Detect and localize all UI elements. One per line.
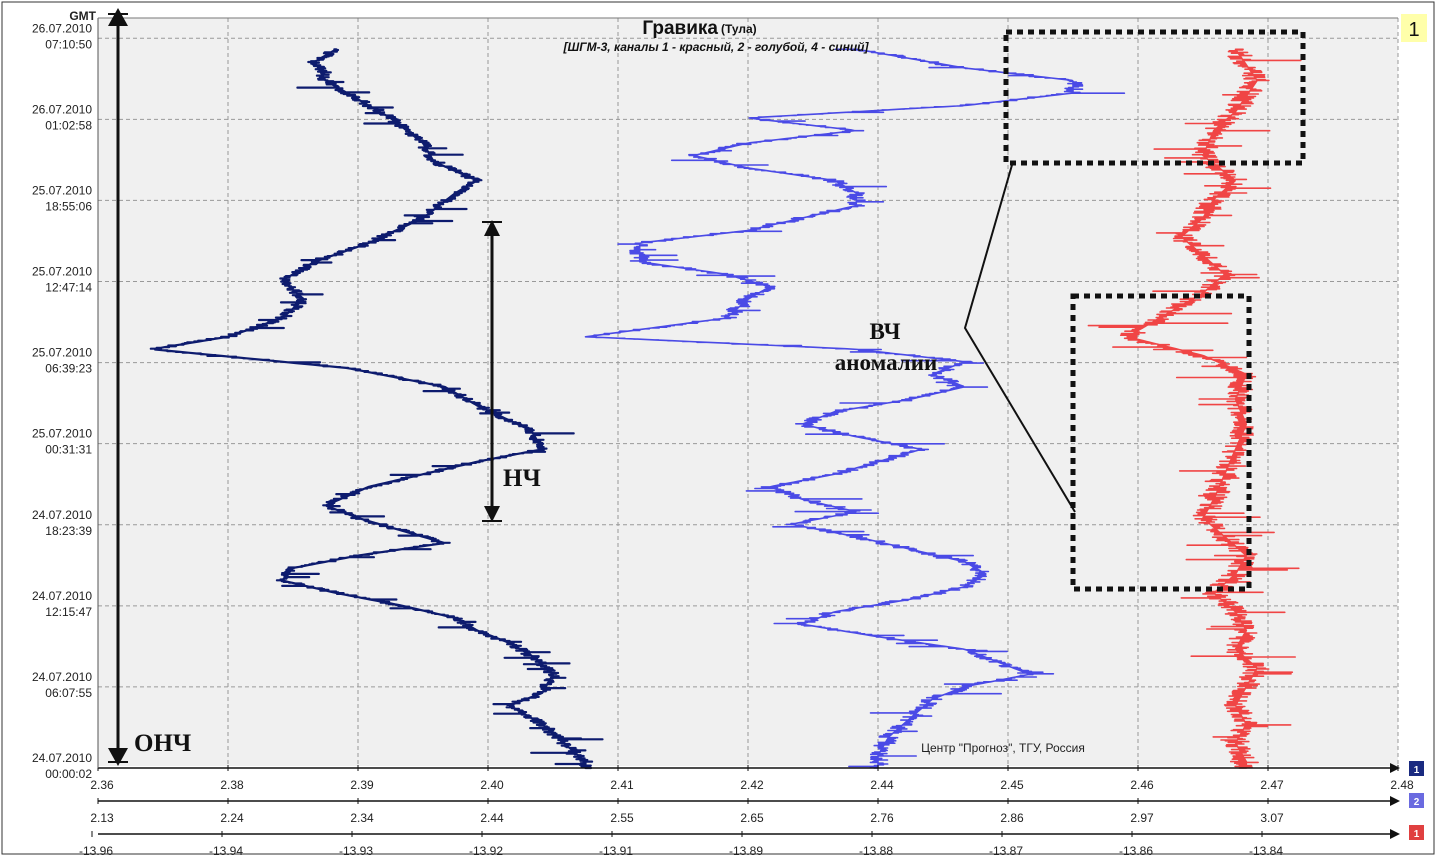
x-tick-label-channel-4: 2.39 [350, 778, 374, 792]
series-line-channel-2 [584, 48, 1126, 769]
chart-title: Гравика [642, 18, 718, 39]
nch-arrow [482, 220, 502, 522]
x-tick-label-channel-2: 3.07 [1260, 811, 1284, 825]
x-axes: 2.36 2.38 2.39 2.40 2.41 2.42 2.44 2.45 2.46 2.47… [79, 763, 1414, 858]
y-tick-time: 12:47:14 [45, 281, 92, 295]
vch-label: ВЧ [869, 319, 900, 344]
y-tick-date: 25.07.2010 [32, 183, 92, 197]
panel-number: 1 [1408, 19, 1419, 41]
series-line-channel-4 [149, 48, 604, 770]
x-tick-label-channel-1: -13.93 [339, 844, 373, 858]
y-tick-time: 06:39:23 [45, 362, 92, 376]
chart-subtitle: [ШГМ-3, каналы 1 - красный, 2 - голубой,… [563, 40, 870, 54]
anomaly-box-top [1003, 29, 1306, 166]
x-tick-label-channel-4: 2.42 [740, 778, 764, 792]
y-axis-label: GMT [69, 9, 96, 23]
panel-number-badge [1401, 14, 1427, 42]
series-line-channel-1 [1087, 48, 1302, 769]
x-tick-label-channel-4: 2.45 [1000, 778, 1024, 792]
x-tick-label-channel-4: 2.36 [90, 778, 114, 792]
legend-badge-channel-4-label: 1 [1414, 765, 1420, 776]
x-tick-label-channel-4: 2.38 [220, 778, 244, 792]
y-tick-date: 25.07.2010 [32, 346, 92, 360]
x-axis-arrow-channel-4 [1390, 763, 1400, 773]
legend-badge-channel-2 [1409, 793, 1424, 808]
x-tick-label-channel-2: 2.13 [90, 811, 114, 825]
x-tick-label-channel-1: -13.84 [1249, 844, 1283, 858]
y-tick-time: 06:07:55 [45, 686, 92, 700]
x-tick-label-channel-4: 2.48 [1390, 778, 1414, 792]
y-tick-date: 25.07.2010 [32, 265, 92, 279]
y-tick-time: 18:55:06 [45, 199, 92, 213]
y-tick-date: 26.07.2010 [32, 102, 92, 116]
y-tick-date: 24.07.2010 [32, 751, 92, 765]
y-tick-time: 18:23:39 [45, 524, 92, 538]
x-tick-label-channel-2: 2.65 [740, 811, 764, 825]
x-tick-label-channel-2: 2.97 [1130, 811, 1154, 825]
x-tick-label-channel-1: -13.96 [79, 844, 113, 858]
x-tick-label-channel-1: -13.89 [729, 844, 763, 858]
onch-arrow [108, 8, 128, 766]
x-tick-label-channel-4: 2.40 [480, 778, 504, 792]
x-tick-label-channel-4: 2.44 [870, 778, 894, 792]
x-tick-label-channel-4: 2.41 [610, 778, 634, 792]
grid [98, 18, 1399, 768]
y-tick-date: 24.07.2010 [32, 670, 92, 684]
chart-title-location: (Тула) [721, 22, 757, 36]
x-axis-arrow-channel-1 [1390, 829, 1400, 839]
x-tick-label-channel-4: 2.46 [1130, 778, 1154, 792]
legend-badge-channel-1 [1409, 825, 1424, 840]
y-tick-date: 25.07.2010 [32, 427, 92, 441]
x-tick-label-channel-2: 2.24 [220, 811, 244, 825]
x-tick-label-channel-1: -13.87 [989, 844, 1023, 858]
vch-label-second-line: аномалии [835, 350, 937, 375]
nch-label: НЧ [503, 465, 541, 492]
onch-label: ОНЧ [134, 730, 191, 757]
legend-badge-channel-4 [1409, 761, 1424, 776]
x-tick-label-channel-4: 2.47 [1260, 778, 1284, 792]
series-layer [149, 48, 1302, 770]
y-tick-date: 26.07.2010 [32, 21, 92, 35]
x-tick-label-channel-2: 2.55 [610, 811, 634, 825]
y-tick-date: 24.07.2010 [32, 508, 92, 522]
x-axis-arrow-channel-2 [1390, 796, 1400, 806]
x-tick-label-channel-1: -13.91 [599, 844, 633, 858]
legend-badge-channel-2-label: 2 [1414, 797, 1420, 808]
x-tick-label-channel-1: -13.92 [469, 844, 503, 858]
x-tick-label-channel-1: -13.94 [209, 844, 243, 858]
x-tick-label-channel-2: 2.76 [870, 811, 894, 825]
y-tick-time: 12:15:47 [45, 605, 92, 619]
anomaly-box-middle [1070, 293, 1252, 592]
x-tick-label-channel-1: -13.88 [859, 844, 893, 858]
y-tick-date: 24.07.2010 [32, 589, 92, 603]
x-tick-label-channel-1: -13.86 [1119, 844, 1153, 858]
y-tick-time: 00:31:31 [45, 443, 92, 457]
vch-pointer-lines [963, 164, 1076, 513]
x-tick-label-channel-2: 2.34 [350, 811, 374, 825]
y-tick-time: 07:10:50 [45, 37, 92, 51]
x-tick-label-channel-2: 2.44 [480, 811, 504, 825]
y-tick-time: 00:00:02 [45, 767, 92, 781]
x-tick-label-channel-2: 2.86 [1000, 811, 1024, 825]
y-tick-time: 01:02:58 [45, 118, 92, 132]
legend-badge-channel-1-label: 1 [1414, 829, 1420, 840]
credit-text: Центр "Прогноз", ТГУ, Россия [921, 741, 1085, 755]
y-tick-labels: 26.07.2010 07:10:50 26.07.2010 01:02:58 25.0… [32, 21, 92, 781]
